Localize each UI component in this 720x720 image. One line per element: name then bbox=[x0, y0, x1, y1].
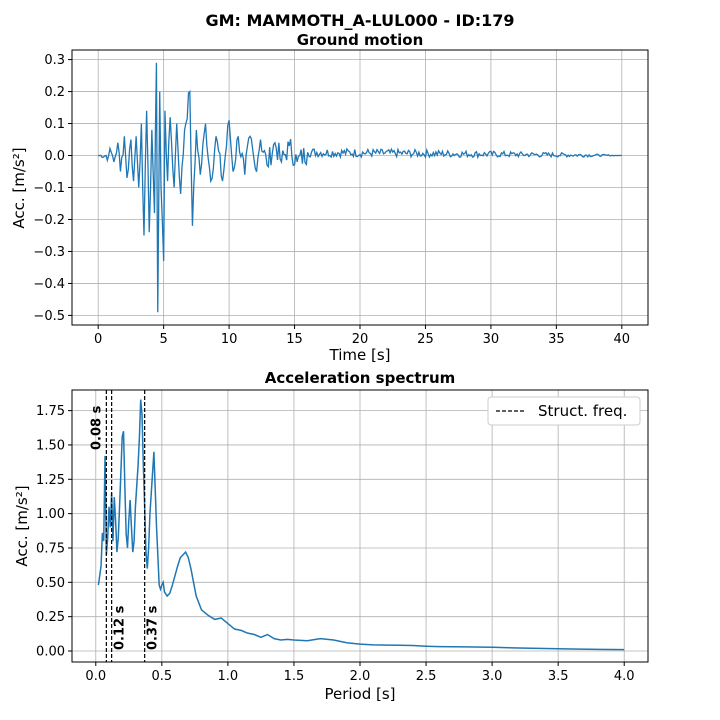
y-tick-label: 1.00 bbox=[36, 507, 65, 522]
y-tick-label: −0.2 bbox=[33, 213, 65, 228]
y-tick-label: 0.2 bbox=[44, 85, 65, 100]
x-tick-label: 3.0 bbox=[482, 669, 503, 684]
x-tick-label: 1.0 bbox=[218, 669, 239, 684]
x-tick-label: 0 bbox=[94, 332, 102, 347]
y-tick-label: 0.75 bbox=[36, 541, 65, 556]
y-tick-label: 0.1 bbox=[44, 117, 65, 132]
x-tick-label: 30 bbox=[483, 332, 500, 347]
y-tick-label: 0.3 bbox=[44, 53, 65, 68]
x-tick-label: 25 bbox=[417, 332, 434, 347]
y-tick-label: −0.1 bbox=[33, 181, 65, 196]
y-tick-label: 0.00 bbox=[36, 645, 65, 660]
x-tick-label: 40 bbox=[614, 332, 631, 347]
ground-motion-series-line bbox=[98, 62, 622, 313]
y-tick-label: −0.5 bbox=[33, 309, 65, 324]
x-tick-label: 3.5 bbox=[548, 669, 569, 684]
y-tick-label: −0.4 bbox=[33, 277, 65, 292]
ground-motion-ylabel: Acc. [m/s²] bbox=[10, 147, 28, 228]
acceleration-spectrum-title: Acceleration spectrum bbox=[265, 369, 456, 387]
x-tick-label: 0.0 bbox=[85, 669, 106, 684]
figure-suptitle: GM: MAMMOTH_A-LUL000 - ID:179 bbox=[205, 11, 514, 30]
legend-entry-struct-freq: Struct. freq. bbox=[538, 402, 627, 420]
acceleration-spectrum-ylabel: Acc. [m/s²] bbox=[13, 485, 31, 566]
legend-box bbox=[487, 396, 641, 426]
acceleration-spectrum-xlabel: Period [s] bbox=[324, 685, 395, 703]
x-tick-label: 15 bbox=[286, 332, 303, 347]
y-tick-label: 1.75 bbox=[36, 404, 65, 419]
y-tick-label: 1.50 bbox=[36, 438, 65, 453]
ground-motion-frame bbox=[71, 49, 649, 326]
structural-frequency-label: 0.37 s bbox=[146, 605, 161, 650]
ground-motion-plot: Ground motion 0 5 10 15 20 25 30 35 40 −0.5 −0.4 −0… bbox=[10, 31, 649, 364]
x-tick-label: 5 bbox=[159, 332, 167, 347]
ground-motion-title: Ground motion bbox=[297, 31, 424, 49]
acceleration-spectrum-plot: Acceleration spectrum 0.0 0.5 1.0 1.5 2.0 2.5… bbox=[13, 369, 649, 703]
acceleration-spectrum-series-line bbox=[97, 399, 625, 651]
acceleration-spectrum-grid bbox=[72, 390, 648, 662]
x-tick-label: 2.5 bbox=[416, 669, 437, 684]
structural-frequency-lines: 0.08 s 0.12 s 0.37 s bbox=[89, 390, 161, 662]
ground-motion-ticks: 0 5 10 15 20 25 30 35 40 −0.5 −0.4 −0.3 −0.2 −0.1 0.0 0… bbox=[33, 53, 630, 347]
x-tick-label: 1.5 bbox=[284, 669, 305, 684]
ground-motion-xlabel: Time [s] bbox=[329, 346, 391, 364]
x-tick-label: 4.0 bbox=[614, 669, 635, 684]
acceleration-spectrum-ticks: 0.0 0.5 1.0 1.5 2.0 2.5 3.0 3.5 4.0 0.00 0.25 0.50 0… bbox=[36, 404, 635, 684]
ground-motion-grid bbox=[72, 50, 648, 325]
x-tick-label: 10 bbox=[221, 332, 238, 347]
structural-frequency-label: 0.08 s bbox=[89, 405, 104, 450]
x-tick-label: 0.5 bbox=[151, 669, 172, 684]
y-tick-label: 0.25 bbox=[36, 610, 65, 625]
y-tick-label: 1.25 bbox=[36, 473, 65, 488]
structural-frequency-label: 0.12 s bbox=[113, 605, 128, 650]
acceleration-spectrum-frame bbox=[71, 389, 649, 663]
y-tick-label: 0.0 bbox=[44, 149, 65, 164]
x-tick-label: 20 bbox=[352, 332, 369, 347]
legend: Struct. freq. bbox=[487, 396, 641, 426]
y-tick-label: −0.3 bbox=[33, 245, 65, 260]
x-tick-label: 2.0 bbox=[350, 669, 371, 684]
x-tick-label: 35 bbox=[548, 332, 565, 347]
y-tick-label: 0.50 bbox=[36, 576, 65, 591]
